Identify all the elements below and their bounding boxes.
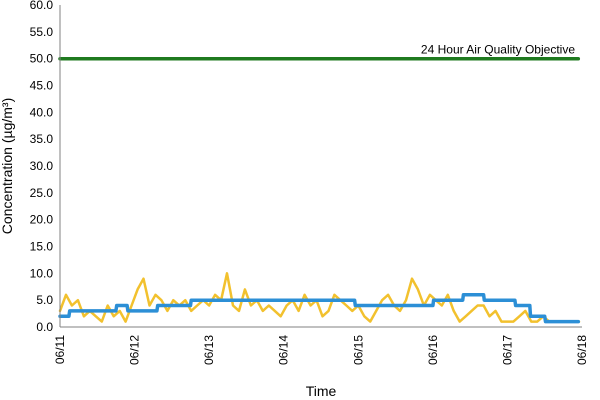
y-tick-labels: 0.0 5.0 10.0 15.0 20.0 25.0 30.0 35.0 40.0 45.0 50… [30, 0, 54, 334]
y-tick-label: 30.0 [30, 159, 54, 173]
y-tick-label: 25.0 [30, 186, 54, 200]
x-tick-label: 06/12 [128, 335, 142, 365]
objective-annotation: 24 Hour Air Quality Objective [421, 43, 575, 57]
pm-rolling-mean-blue-line [58, 293, 581, 324]
y-tick-label: 55.0 [30, 25, 54, 39]
x-tick-label: 06/17 [500, 335, 514, 365]
y-tick-label: 35.0 [30, 132, 54, 146]
series-group [58, 56, 581, 324]
y-tick-label: 60.0 [30, 0, 54, 12]
y-tick-label: 5.0 [36, 293, 53, 307]
x-tick-label: 06/15 [351, 335, 365, 365]
y-tick-label: 45.0 [30, 79, 54, 93]
y-tick-label: 10.0 [30, 266, 54, 280]
y-tick-label: 0.0 [36, 320, 53, 334]
x-tick-label: 06/14 [277, 335, 291, 365]
x-tick-labels: 06/11 06/12 06/13 06/14 06/15 06/16 06/17 06/18 [53, 335, 589, 365]
pm-series-yellow-line [58, 272, 581, 323]
x-tick-label: 06/18 [575, 335, 589, 365]
y-tick-label: 50.0 [30, 52, 54, 66]
y-tick-label: 40.0 [30, 105, 54, 119]
y-tick-label: 20.0 [30, 213, 54, 227]
x-tick-label: 06/11 [53, 335, 67, 364]
x-axis-title: Time [306, 383, 337, 399]
x-tick-label: 06/16 [426, 335, 440, 365]
y-tick-label: 15.0 [30, 240, 54, 254]
x-tick-label: 06/13 [202, 335, 216, 365]
y-axis-title: Concentration (µg/m³) [0, 98, 15, 234]
